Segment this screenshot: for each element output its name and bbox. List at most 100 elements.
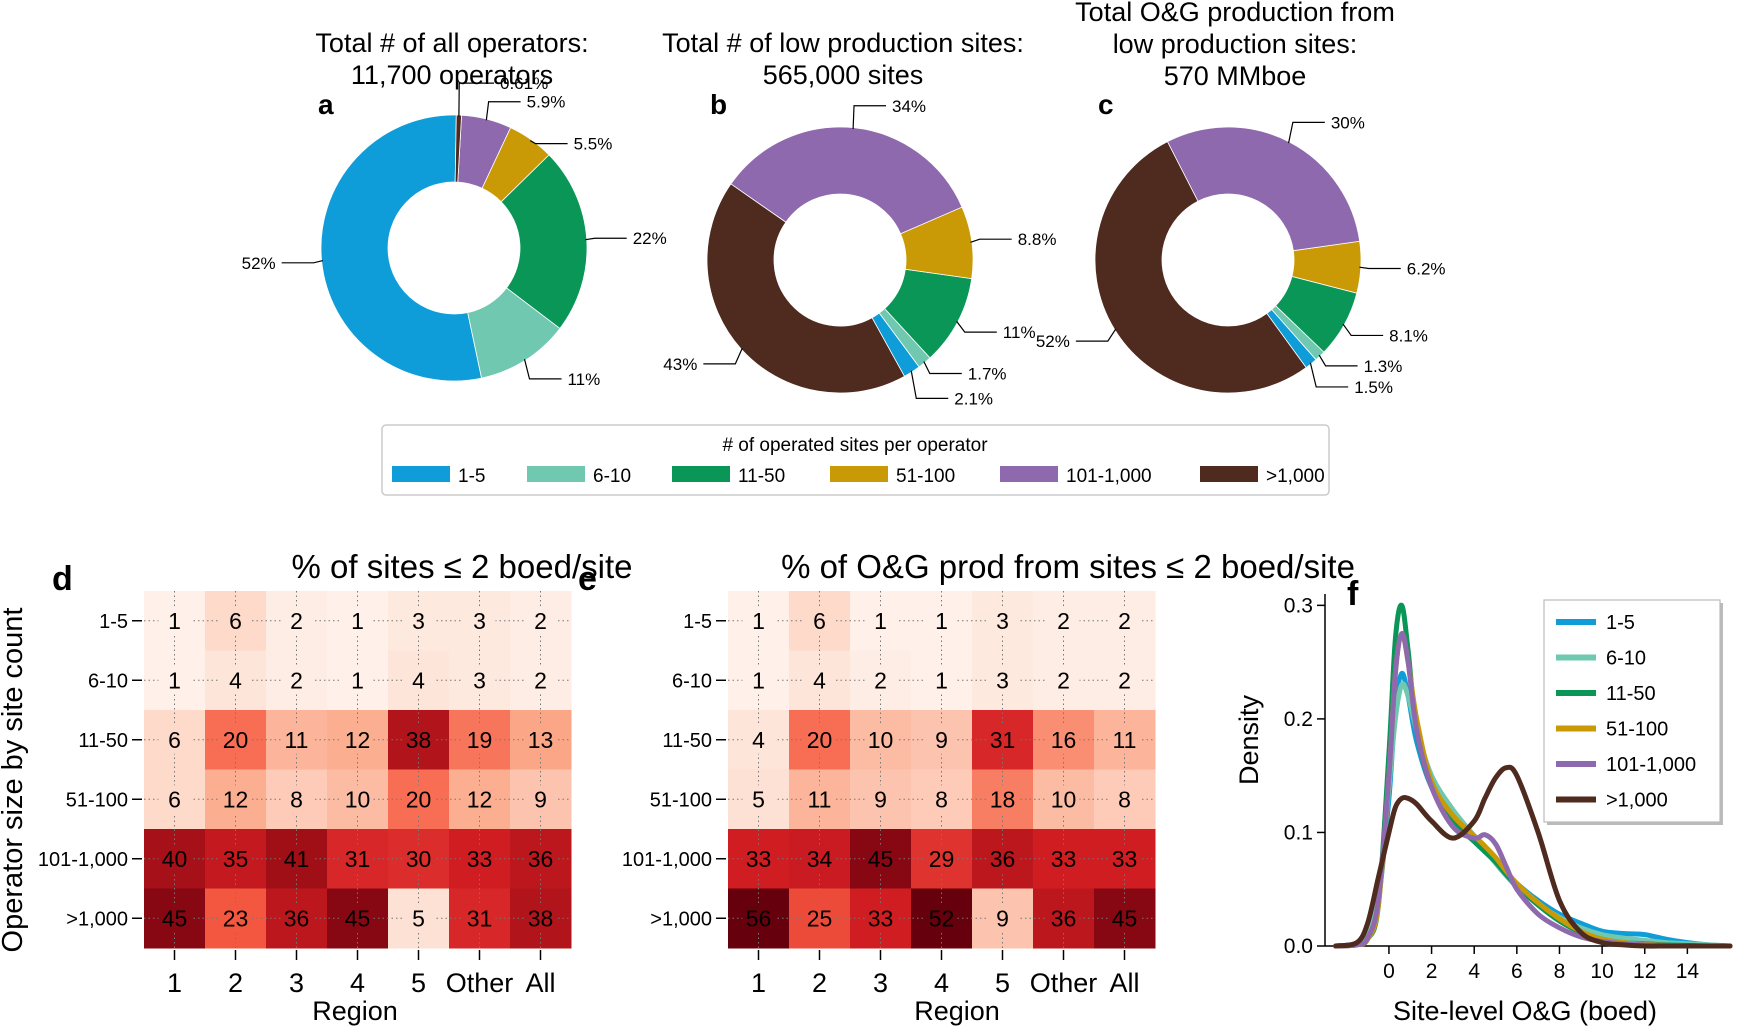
heatmap-e-value: 8 [1118,786,1131,812]
heatmap-d-xtick-label: All [525,968,555,998]
heatmap-e-value: 25 [807,905,833,931]
heatmap-d-value: 12 [223,786,249,812]
heatmap-d-value: 2 [534,667,547,693]
panel-label-b: b [710,89,727,120]
pie-c-slice->1,000 [1094,141,1307,394]
heatmap-d-ytick-label: 6-10 [88,670,128,692]
category-legend: # of operated sites per operator 1-5 6-10… [381,424,1330,496]
legend-frame [381,424,1330,496]
heatmap-e-value-bg [1108,725,1141,754]
heatmap-d-value: 2 [290,608,303,634]
heatmap-d-xtick-label: 1 [167,968,182,998]
heatmap-e-value-bg [1047,666,1080,695]
heatmap-e: 1 6 1 1 3 2 21 4 2 1 3 2 24 20 10 9 31 16 115 11 9 8 18 10 833 34… [622,591,1156,998]
heatmap-e-value: 20 [807,727,833,753]
heatmap-e-value-bg [925,725,958,754]
heatmap-e-value-bg [1047,785,1080,814]
legend-swatch-11-50 [672,466,730,482]
heatmap-d-value: 8 [290,786,303,812]
pie-b-label-51-100: 8.8% [1018,230,1057,249]
pie-a-slice-11-50 [500,154,588,329]
pie-b-label-101-1,000: 34% [892,97,926,116]
heatmap-e-value-bg [1047,606,1080,635]
pie-b-leader->1,000 [703,347,743,365]
pie-c-leader-1-5 [1309,362,1349,388]
heatmap-e-title: % of O&G prod from sites ≤ 2 boed/site [781,548,1355,585]
pie-chart-b: 2.1% 1.7% 11% 8.8% 34% 43% [663,97,1056,409]
heatmap-d-value: 2 [290,667,303,693]
legend-label->1,000: >1,000 [1266,466,1325,487]
heatmap-d-value-bg [219,606,252,635]
heatmap-d-value-bg [280,606,313,635]
heatmap-e-value: 9 [935,727,948,753]
heatmap-d-value-bg [280,666,313,695]
heatmap-d-xtick-label: 5 [411,968,426,998]
heatmap-d-value: 41 [284,846,310,872]
heatmap-d-value-bg [402,725,435,754]
heatmap-e-value: 5 [752,786,765,812]
heatmap-d-value-bg [219,904,252,933]
panel-label-d: d [52,560,73,598]
heatmap-e-value: 29 [929,846,955,872]
heatmap-e-value: 3 [996,608,1009,634]
heatmap-d-ytick-label: 51-100 [66,789,128,811]
heatmap-d-value: 4 [229,667,242,693]
heatmap-e-ytick-label: 51-100 [650,789,712,811]
density-legend-label-1-5: 1-5 [1606,612,1635,634]
pie-c-leader-101-1,000 [1287,121,1325,144]
pie-b-label->1,000: 43% [663,355,697,374]
heatmap-e-ytick-label: 6-10 [672,670,712,692]
heatmap-e-value-bg [1108,666,1141,695]
heatmap-e-value: 33 [868,905,894,931]
heatmap-d-value-bg [219,725,252,754]
heatmap-d-value: 1 [351,667,364,693]
heatmap-e-value: 45 [1112,905,1138,931]
heatmap-e-value: 1 [935,608,948,634]
heatmap-e-value-bg [1047,725,1080,754]
heatmap-e-value: 11 [1113,727,1137,753]
heatmap-e-value-bg [1047,904,1080,933]
heatmap-d-value-bg [463,844,496,873]
density-ytick-label: 0.1 [1284,821,1313,844]
heatmap-e-value: 2 [1118,667,1131,693]
heatmap-e-value-bg [803,785,836,814]
legend-label-6-10: 6-10 [593,466,631,487]
heatmap-d-value-bg [524,904,557,933]
heatmap-e-xtick-label: Other [1030,968,1098,998]
heatmap-e-value: 33 [1051,846,1077,872]
pie-b-leader-1-5 [910,370,949,399]
heatmap-e-value: 4 [752,727,765,753]
heatmap-d-value: 23 [223,905,249,931]
heatmap-d-value-bg [219,844,252,873]
heatmap-e-value-bg [742,725,775,754]
heatmap-e-value-bg [864,844,897,873]
panel-label-e: e [578,560,597,598]
legend-label-11-50: 11-50 [738,466,785,487]
heatmap-e-value-bg [864,904,897,933]
pie-a-label-6-10: 11% [567,370,600,389]
heatmap-d-value-bg [158,666,191,695]
pie-c-leader->1,000 [1075,328,1117,342]
heatmap-d-value-bg [341,785,374,814]
heatmap-e-xlabel: Region [914,996,1000,1026]
heatmap-d-ytick-label: 11-50 [78,730,128,752]
density-legend-frame [1543,599,1721,823]
pie-b-title-line-2: 565,000 sites [763,60,924,90]
heatmap-d-value-bg [463,904,496,933]
pie-chart-a: 52% 11% 22% 5.5% 5.9%0.61% [242,74,667,389]
heatmap-d-value: 20 [223,727,249,753]
heatmap-e-value: 6 [813,608,826,634]
heatmap-e-value-bg [1108,785,1141,814]
density-xtick-label: 2 [1426,960,1438,983]
pie-c-label-51-100: 6.2% [1407,259,1446,278]
heatmap-d-value: 31 [467,905,493,931]
density-ylabel: Density [1234,694,1264,785]
heatmap-d-value: 1 [351,608,364,634]
pie-a-leader->1,000 [458,82,494,117]
heatmap-d-value-bg [463,666,496,695]
heatmap-e-value: 9 [874,786,887,812]
heatmap-e-xtick-label: All [1109,968,1139,998]
heatmap-e-value: 2 [1057,667,1070,693]
heatmap-d-value: 3 [473,667,486,693]
